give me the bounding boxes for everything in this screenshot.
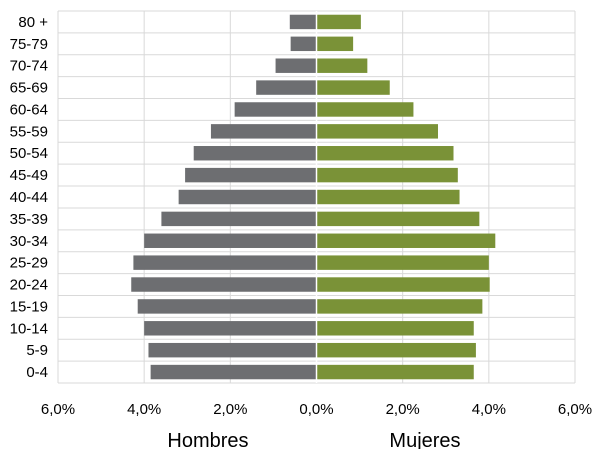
x-tick-label: 4,0% [472,401,506,418]
bar-mujeres-55-59 [316,124,438,139]
category-label: 25-29 [10,255,48,272]
axis-title-hombres: Hombres [167,430,248,449]
x-tick-label: 6,0% [558,401,592,418]
x-tick-label: 2,0% [213,401,247,418]
category-label: 15-19 [10,298,48,315]
bar-mujeres-5-9 [316,342,476,358]
category-label: 30-34 [10,233,48,250]
category-label: 35-39 [10,211,48,228]
bar-mujeres-0-4 [316,364,474,380]
bar-hombres-80 + [289,14,317,30]
bar-hombres-0-4 [150,364,317,380]
bar-mujeres-35-39 [316,211,480,227]
bar-mujeres-60-64 [316,102,414,117]
category-label: 60-64 [10,101,48,118]
x-tick-labels: 6,0% 4,0% 2,0% 0,0% 2,0% 4,0% 6,0% [41,401,592,418]
bar-hombres-20-24 [131,277,317,292]
bar-hombres-60-64 [234,102,317,117]
bar-hombres-30-34 [144,233,317,248]
bar-mujeres-80 + [316,14,361,30]
bar-mujeres-70-74 [316,58,368,73]
category-label: 10-14 [10,320,48,337]
bar-mujeres-30-34 [316,233,496,248]
bar-hombres-75-79 [290,36,317,52]
bar-mujeres-65-69 [316,80,390,95]
x-tick-label: 0,0% [299,401,333,418]
category-label: 55-59 [10,123,48,140]
category-label: 45-49 [10,167,48,184]
bar-hombres-65-69 [256,80,317,95]
category-label: 40-44 [10,189,48,206]
bar-mujeres-20-24 [316,277,490,292]
bar-hombres-5-9 [148,342,317,358]
category-label: 0-4 [26,364,48,381]
category-label: 5-9 [26,342,48,359]
bar-hombres-25-29 [133,255,317,270]
axis-title-mujeres: Mujeres [389,430,460,449]
x-tick-label: 6,0% [41,401,75,418]
bar-hombres-35-39 [161,211,317,227]
bar-mujeres-50-54 [316,146,454,161]
x-tick-label: 4,0% [127,401,161,418]
bar-hombres-40-44 [178,189,317,205]
bar-hombres-15-19 [137,299,317,314]
category-label: 50-54 [10,145,48,162]
bar-mujeres-75-79 [316,36,354,52]
bars [131,11,496,383]
bar-mujeres-15-19 [316,299,483,314]
bar-hombres-50-54 [193,146,317,161]
category-labels: 0-4 5-9 10-14 15-19 20-24 25-29 30-34 35-39 40-4… [10,14,49,381]
x-tick-label: 2,0% [386,401,420,418]
bar-hombres-45-49 [185,167,317,183]
category-label: 65-69 [10,80,48,97]
bar-hombres-55-59 [210,124,317,139]
bar-mujeres-10-14 [316,321,474,336]
bar-mujeres-25-29 [316,255,489,270]
bar-hombres-10-14 [144,321,317,336]
bar-mujeres-40-44 [316,189,460,205]
category-label: 75-79 [10,36,48,53]
category-label: 20-24 [10,277,48,294]
bar-hombres-70-74 [275,58,317,73]
bar-mujeres-45-49 [316,167,458,183]
category-label: 80 + [18,14,48,31]
category-label: 70-74 [10,58,48,75]
